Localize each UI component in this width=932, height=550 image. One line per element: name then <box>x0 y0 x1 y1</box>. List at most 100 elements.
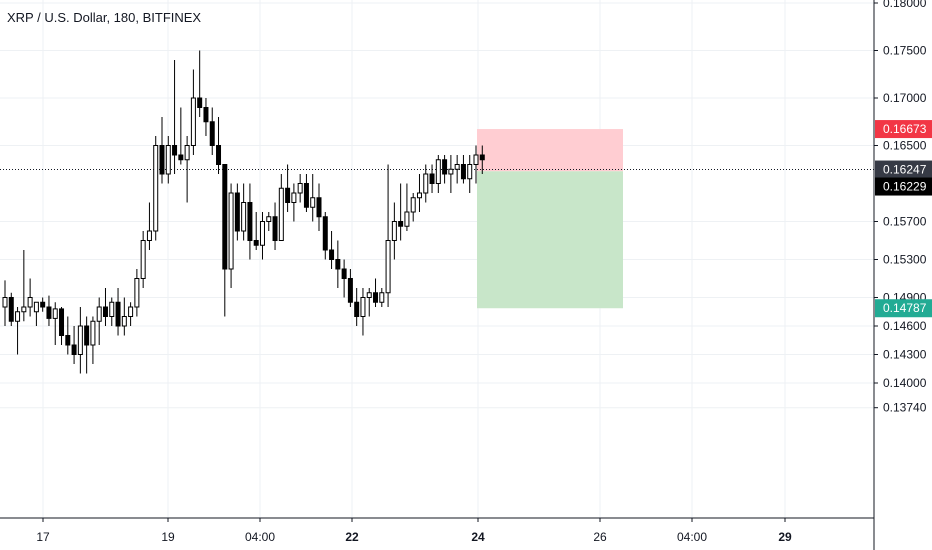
candle-body <box>385 240 391 294</box>
take-profit-zone[interactable] <box>477 171 623 309</box>
stop-loss-zone[interactable] <box>477 129 623 172</box>
candle-body <box>379 292 385 303</box>
candle-body <box>146 230 152 241</box>
price-tick-label: 0.18000 <box>883 0 927 10</box>
candle-body <box>203 107 209 123</box>
time-tick-label: 26 <box>593 530 607 544</box>
chart-grid <box>0 0 874 518</box>
candle-body <box>360 297 366 317</box>
candle-body <box>2 297 8 308</box>
candle-body <box>454 164 460 170</box>
candle-body <box>259 221 265 246</box>
candle-body <box>322 216 328 251</box>
candle-body <box>416 192 422 199</box>
candle-body <box>159 145 165 175</box>
candle-body <box>285 187 291 203</box>
candle-body <box>303 183 309 208</box>
target-price-label: 0.16673 <box>883 122 927 136</box>
candle-body <box>316 197 322 218</box>
price-labels: 0.16673 0.16247 0.16229 0.14787 <box>875 120 932 318</box>
candle-body <box>234 192 240 232</box>
candle-body <box>65 335 71 346</box>
candle-body <box>102 306 108 317</box>
candle-body <box>473 154 479 165</box>
stop-price-label-bg <box>875 299 932 318</box>
entry-price-label: 0.16229 <box>883 180 927 194</box>
price-tick-label: 0.14000 <box>883 376 927 390</box>
time-tick-label: 17 <box>36 530 50 544</box>
candle-body <box>404 211 410 227</box>
candle-body <box>423 173 429 194</box>
candle-body <box>40 301 46 308</box>
candle-body <box>90 320 96 346</box>
entry-price-label-bg <box>875 177 932 196</box>
candle-body <box>398 221 404 227</box>
candle-body <box>366 292 372 298</box>
candle-body <box>8 297 14 322</box>
candle-body <box>33 301 39 313</box>
candle-body <box>448 168 454 175</box>
candle-body <box>153 145 159 232</box>
candle-body <box>310 197 316 208</box>
candle-body <box>178 154 184 161</box>
short-position-tool[interactable] <box>477 129 623 309</box>
candle-body <box>435 159 441 184</box>
price-tick-label: 0.15300 <box>883 253 927 267</box>
candle-body <box>96 306 102 322</box>
candle-body <box>172 145 178 156</box>
time-tick-label: 04:00 <box>677 530 707 544</box>
candle-body <box>247 202 253 241</box>
candle-body <box>115 301 121 327</box>
candle-body <box>373 292 379 303</box>
candle-body <box>190 97 196 146</box>
candle-body <box>429 173 435 184</box>
price-tick-label: 0.15700 <box>883 215 927 229</box>
candle-body <box>216 145 222 165</box>
chart-title: XRP / U.S. Dollar, 180, BITFINEX <box>7 10 202 25</box>
candle-body <box>52 308 58 319</box>
candle-body <box>266 216 272 222</box>
candlestick-series <box>2 50 485 374</box>
candle-body <box>77 325 83 355</box>
candle-body <box>354 301 360 317</box>
price-tick-label: 0.17000 <box>883 91 927 105</box>
candle-body <box>184 145 190 161</box>
candle-body <box>347 278 353 303</box>
candle-body <box>121 316 127 327</box>
candle-body <box>197 97 203 108</box>
candle-body <box>341 268 347 279</box>
time-tick-label: 24 <box>471 530 485 544</box>
candle-body <box>15 311 21 322</box>
candle-body <box>222 164 228 270</box>
stop-price-label: 0.14787 <box>883 301 927 315</box>
time-tick-label: 22 <box>345 530 359 544</box>
candle-body <box>479 154 485 161</box>
candle-body <box>291 192 297 203</box>
price-tick-label: 0.17500 <box>883 44 927 58</box>
candle-body <box>134 278 140 308</box>
candle-body <box>335 259 341 270</box>
current-price-label: 0.16247 <box>883 163 927 177</box>
price-tick-label: 0.14600 <box>883 319 927 333</box>
time-tick-label: 04:00 <box>245 530 275 544</box>
price-tick-label: 0.13740 <box>883 401 927 415</box>
candle-body <box>21 306 27 313</box>
candle-body <box>410 197 416 213</box>
candle-body <box>27 297 33 308</box>
candle-body <box>467 164 473 180</box>
candle-body <box>59 308 65 336</box>
time-tick-label: 19 <box>161 530 175 544</box>
time-axis[interactable]: 17 19 04:00 22 24 26 04:00 29 <box>36 518 792 544</box>
candle-body <box>128 306 134 317</box>
price-axis[interactable]: 0.18000 0.17500 0.17000 0.16500 0.15700 0.153… <box>874 0 927 415</box>
candle-body <box>460 164 466 180</box>
candle-body <box>241 202 247 232</box>
price-tick-label: 0.16500 <box>883 139 927 153</box>
candle-body <box>84 325 90 346</box>
time-tick-label: 29 <box>778 530 792 544</box>
candle-body <box>278 187 284 241</box>
candle-body <box>209 121 215 146</box>
candle-body <box>109 301 115 317</box>
candle-body <box>297 183 303 194</box>
